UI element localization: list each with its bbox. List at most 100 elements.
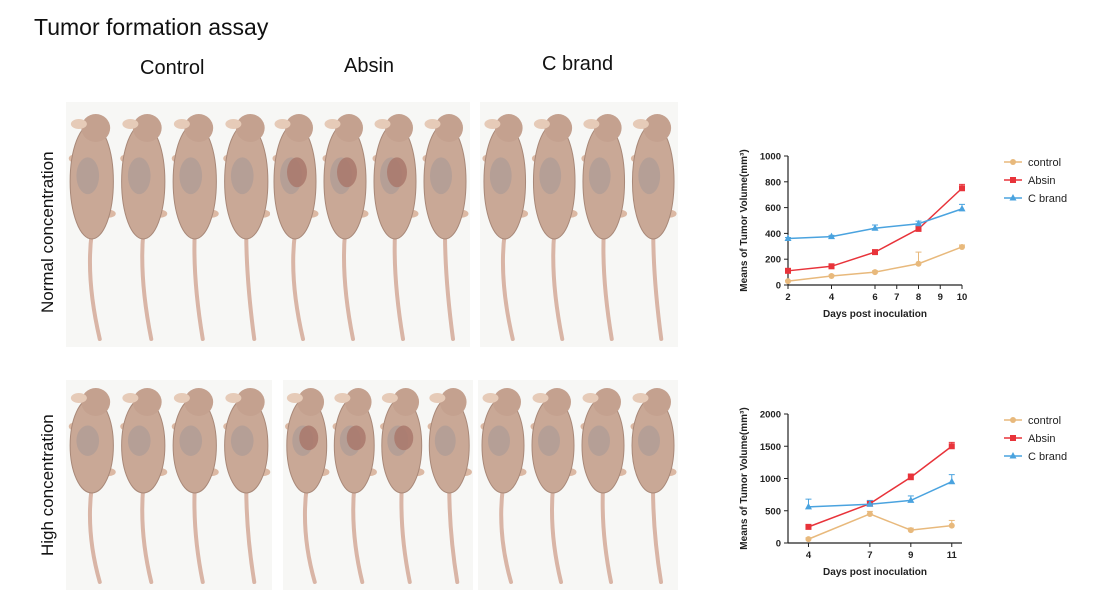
data-point	[785, 267, 791, 274]
x-tick-label: 11	[947, 550, 958, 561]
y-tick-label: 600	[765, 203, 781, 214]
row-label-normal: Normal concentration	[38, 151, 57, 313]
x-tick-label: 9	[908, 550, 913, 561]
mouse	[272, 114, 319, 341]
photo-normal-c-brand	[480, 102, 678, 347]
data-point	[958, 204, 966, 212]
x-tick-label: 2	[785, 292, 790, 303]
tumor-volume-chart-high: 0 500 1000 1500 2000 4 7 9 11 Days post inoculati…	[739, 407, 1067, 578]
tumor-volume-chart-normal: 0 200 400 600 800 1000 2 4 6 7 8 9 10 Days post inocu…	[739, 149, 1067, 320]
mouse	[580, 388, 627, 584]
mouse	[482, 114, 529, 341]
photo-normal-control	[66, 102, 272, 347]
mouse	[171, 114, 219, 341]
y-axis-label: Means of Tumor Volume(mm³)	[739, 149, 750, 291]
data-point	[915, 219, 922, 227]
data-point	[785, 278, 791, 285]
series-absin	[785, 183, 965, 274]
mouse	[530, 388, 577, 584]
legend-entry: C brand	[1004, 451, 1067, 463]
series-line	[808, 445, 953, 528]
mouse	[380, 388, 425, 584]
y-tick-label: 1500	[760, 442, 781, 453]
legend-entry: C brand	[1004, 193, 1067, 205]
legend-entry: Absin	[1004, 175, 1056, 187]
data-point	[866, 500, 874, 507]
row-label-high: High concentration	[38, 414, 57, 556]
data-point	[804, 502, 812, 510]
mouse	[332, 388, 377, 584]
tumor	[394, 425, 414, 451]
mouse	[630, 114, 677, 341]
mouse	[171, 388, 219, 584]
data-point	[959, 185, 965, 192]
x-tick-label: 10	[957, 292, 968, 303]
y-tick-label: 400	[765, 229, 781, 240]
data-point	[805, 536, 812, 543]
mouse	[120, 388, 168, 584]
legend-entry: control	[1004, 415, 1061, 427]
x-tick-label: 4	[829, 292, 835, 303]
legend-label: C brand	[1028, 451, 1067, 463]
y-tick-label: 0	[776, 539, 781, 550]
y-axis-label: Means of Tumor Volume(mm³)	[739, 407, 750, 549]
legend-entry: control	[1004, 157, 1061, 169]
tumor	[287, 157, 307, 188]
series-line	[808, 481, 953, 508]
series-absin	[805, 441, 955, 530]
x-tick-label: 7	[867, 550, 872, 561]
tumor	[299, 425, 319, 451]
legend-label: C brand	[1028, 193, 1067, 205]
column-header-c-brand: C brand	[542, 53, 614, 75]
data-point	[948, 443, 955, 450]
legend-label: control	[1028, 157, 1061, 169]
mouse	[223, 114, 271, 341]
column-header-absin: Absin	[344, 55, 395, 77]
mouse	[427, 388, 472, 584]
mouse	[630, 388, 677, 584]
mouse	[120, 114, 168, 341]
y-tick-label: 1000	[760, 474, 781, 485]
tumor	[387, 157, 407, 188]
x-axis-label: Days post inoculation	[823, 309, 927, 320]
mouse	[68, 114, 116, 341]
figure-title: Tumor formation assay	[34, 14, 269, 40]
data-point	[872, 269, 878, 276]
column-header-control: Control	[140, 57, 205, 79]
series-line	[808, 513, 952, 540]
data-point	[915, 225, 922, 232]
y-tick-label: 0	[776, 281, 781, 292]
data-point	[828, 232, 835, 240]
x-tick-label: 8	[916, 292, 921, 303]
legend-label: Absin	[1028, 433, 1056, 445]
data-point	[828, 263, 835, 270]
data-point	[915, 260, 922, 267]
mouse	[223, 388, 271, 584]
y-tick-label: 500	[765, 506, 781, 517]
data-point	[784, 234, 792, 242]
photo-high-c-brand	[478, 380, 678, 590]
tumor	[346, 425, 366, 451]
y-tick-label: 2000	[760, 410, 781, 421]
data-point	[872, 249, 878, 256]
y-tick-label: 200	[765, 255, 781, 266]
legend-label: Absin	[1028, 175, 1056, 187]
x-tick-label: 6	[872, 292, 877, 303]
x-tick-label: 4	[806, 550, 812, 561]
x-tick-label: 9	[938, 292, 943, 303]
data-point	[828, 272, 835, 279]
legend-label: control	[1028, 415, 1061, 427]
photo-normal-absin	[270, 102, 470, 347]
data-point	[907, 474, 914, 481]
data-point	[948, 522, 955, 529]
data-point	[871, 224, 879, 231]
data-point	[907, 527, 914, 534]
series-c-brand	[804, 474, 956, 510]
mouse	[322, 114, 369, 341]
mouse	[422, 114, 469, 341]
x-axis-label: Days post inoculation	[823, 567, 927, 578]
series-control	[785, 243, 965, 285]
x-tick-label: 7	[894, 292, 899, 303]
y-tick-label: 800	[765, 177, 781, 188]
series-c-brand	[784, 203, 966, 242]
